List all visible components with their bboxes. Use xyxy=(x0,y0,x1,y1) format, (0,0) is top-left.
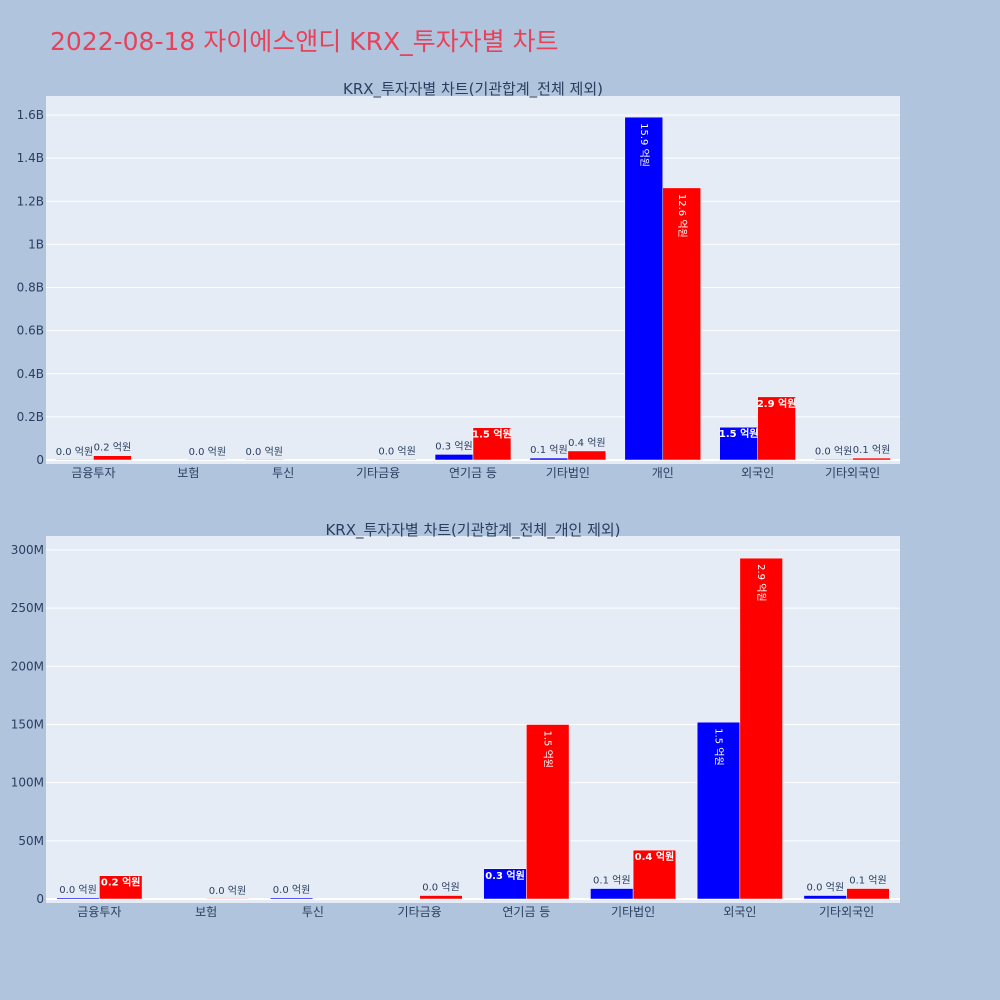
x-tick-label: 개인 xyxy=(652,466,674,480)
bar xyxy=(814,459,853,461)
x-tick-label: 투신 xyxy=(302,905,324,919)
bar xyxy=(739,557,783,900)
y-tick-label: 0.8B xyxy=(17,281,44,295)
bar xyxy=(590,888,634,900)
bar xyxy=(624,116,664,461)
chart-2: KRX_투자자별 차트(기관합계_전체_개인 제외) 0 50M 100M 150M 20… xyxy=(11,521,900,919)
bar xyxy=(377,459,417,461)
bar xyxy=(99,875,143,900)
data-label: 0.1 억원 xyxy=(853,444,890,456)
bar xyxy=(245,459,284,461)
bar xyxy=(419,895,463,900)
data-label: 0.1 억원 xyxy=(849,875,886,887)
page-title: 2022-08-18 자이에스앤디 KRX_투자자별 차트 xyxy=(50,27,559,56)
x-tick-label: 기타법인 xyxy=(546,466,590,480)
bar xyxy=(269,897,314,900)
y-tick-label: 1.4B xyxy=(17,151,44,165)
data-label: 0.0 억원 xyxy=(209,885,246,897)
data-label: 2.9 억원 xyxy=(757,397,797,410)
x-tick-label: 기타금융 xyxy=(356,466,400,480)
y-tick-label: 1.2B xyxy=(17,194,44,208)
x-tick-label: 기타법인 xyxy=(611,905,655,919)
x-tick-label: 외국인 xyxy=(723,905,756,919)
bar xyxy=(662,187,701,461)
data-label: 0.0 억원 xyxy=(422,882,459,894)
y-tick-label: 250M xyxy=(11,601,44,615)
data-label: 0.0 억원 xyxy=(56,446,93,458)
x-tick-label: 기타금융 xyxy=(398,905,442,919)
y-tick-label: 1B xyxy=(28,237,44,251)
data-label: 0.1 억원 xyxy=(593,875,630,887)
data-label: 15.9 억원 xyxy=(638,123,650,167)
data-label: 1.5 억원 xyxy=(542,731,554,768)
data-label: 12.6 억원 xyxy=(676,194,688,238)
data-label: 0.2 억원 xyxy=(101,876,141,889)
x-tick-label: 연기금 등 xyxy=(502,905,550,919)
data-label: 1.5 억원 xyxy=(713,728,725,765)
bar xyxy=(719,426,758,461)
chart-1: KRX_투자자별 차트(기관합계_전체 제외) 0 0.2B 0.4B 0.6B 0.8B… xyxy=(17,80,900,480)
bar xyxy=(56,897,100,900)
bar xyxy=(696,721,741,900)
data-label: 0.1 억원 xyxy=(530,444,567,456)
bar xyxy=(434,454,474,461)
x-tick-label: 연기금 등 xyxy=(449,466,497,480)
data-label: 0.0 억원 xyxy=(378,445,415,457)
bar xyxy=(55,459,94,461)
data-label: 1.5 억원 xyxy=(719,427,759,440)
bar xyxy=(472,427,512,461)
data-label: 0.4 억원 xyxy=(635,850,675,863)
x-tick-label: 보험 xyxy=(195,905,217,919)
bar xyxy=(757,396,796,461)
y-tick-label: 1.6B xyxy=(17,108,44,122)
bar xyxy=(803,895,847,900)
x-tick-label: 보험 xyxy=(177,466,199,480)
bar xyxy=(188,459,227,461)
data-label: 0.0 억원 xyxy=(189,446,226,458)
bar xyxy=(632,849,677,900)
data-label: 0.2 억원 xyxy=(94,442,131,454)
y-tick-label: 300M xyxy=(11,543,44,557)
data-label: 0.0 억원 xyxy=(59,884,96,896)
y-tick-label: 0.2B xyxy=(17,410,44,424)
chart-title: KRX_투자자별 차트(기관합계_전체_개인 제외) xyxy=(325,521,620,540)
data-label: 0.0 억원 xyxy=(807,882,844,894)
bar xyxy=(529,457,569,461)
y-tick-label: 0.4B xyxy=(17,367,44,381)
y-tick-label: 0.6B xyxy=(17,324,44,338)
bar xyxy=(846,888,890,900)
x-tick-label: 기타외국인 xyxy=(819,905,874,919)
y-tick-label: 200M xyxy=(11,659,44,673)
bar xyxy=(567,450,607,461)
x-tick-label: 외국인 xyxy=(741,466,774,480)
data-label: 0.0 억원 xyxy=(246,446,283,458)
data-label: 2.9 억원 xyxy=(755,564,767,601)
bar xyxy=(483,868,527,900)
bar xyxy=(526,724,570,900)
bar xyxy=(93,455,132,461)
data-label: 0.0 억원 xyxy=(273,884,310,896)
chart-title: KRX_투자자별 차트(기관합계_전체 제외) xyxy=(343,80,603,99)
data-label: 0.3 억원 xyxy=(435,440,472,452)
y-tick-label: 0 xyxy=(36,892,44,906)
x-tick-label: 금융투자 xyxy=(71,466,115,480)
data-label: 0.3 억원 xyxy=(485,869,525,882)
x-tick-label: 기타외국인 xyxy=(825,466,880,480)
y-tick-label: 100M xyxy=(11,776,44,790)
data-label: 0.0 억원 xyxy=(815,445,852,457)
data-label: 1.5 억원 xyxy=(472,428,512,441)
y-tick-label: 50M xyxy=(18,834,44,848)
y-tick-label: 0 xyxy=(36,453,44,467)
x-tick-label: 금융투자 xyxy=(77,905,121,919)
x-tick-label: 투신 xyxy=(272,466,294,480)
bar xyxy=(205,898,250,900)
y-tick-label: 150M xyxy=(11,718,44,732)
data-label: 0.4 억원 xyxy=(568,437,605,449)
bar xyxy=(852,457,891,461)
